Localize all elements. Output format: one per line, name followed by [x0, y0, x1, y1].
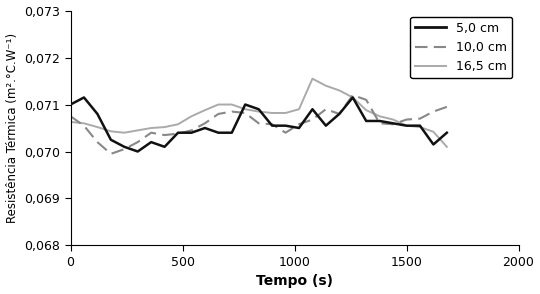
10,0 cm	[269, 123, 275, 126]
16,5 cm	[134, 128, 141, 132]
16,5 cm	[296, 107, 302, 111]
10,0 cm	[309, 118, 316, 121]
5,0 cm	[107, 138, 114, 141]
16,5 cm	[443, 145, 450, 148]
16,5 cm	[175, 123, 181, 126]
10,0 cm	[201, 121, 208, 125]
16,5 cm	[322, 84, 329, 88]
10,0 cm	[215, 112, 221, 116]
10,0 cm	[175, 132, 181, 136]
16,5 cm	[430, 130, 437, 133]
5,0 cm	[403, 124, 410, 127]
16,5 cm	[349, 96, 356, 99]
16,5 cm	[107, 130, 114, 133]
16,5 cm	[403, 124, 410, 127]
10,0 cm	[403, 118, 410, 121]
10,0 cm	[255, 121, 262, 125]
5,0 cm	[148, 140, 154, 144]
10,0 cm	[228, 110, 235, 113]
10,0 cm	[188, 128, 195, 132]
5,0 cm	[309, 107, 316, 111]
16,5 cm	[201, 108, 208, 112]
16,5 cm	[215, 103, 221, 106]
5,0 cm	[228, 131, 235, 134]
5,0 cm	[121, 145, 127, 148]
5,0 cm	[417, 124, 423, 127]
16,5 cm	[161, 125, 168, 129]
16,5 cm	[376, 114, 383, 118]
5,0 cm	[161, 145, 168, 148]
16,5 cm	[255, 110, 262, 113]
10,0 cm	[68, 114, 74, 118]
5,0 cm	[363, 119, 369, 123]
16,5 cm	[68, 120, 74, 124]
16,5 cm	[228, 103, 235, 106]
10,0 cm	[296, 123, 302, 126]
5,0 cm	[94, 112, 100, 116]
Line: 10,0 cm: 10,0 cm	[71, 95, 447, 154]
10,0 cm	[430, 110, 437, 113]
16,5 cm	[148, 126, 154, 130]
10,0 cm	[134, 140, 141, 144]
5,0 cm	[349, 96, 356, 99]
10,0 cm	[94, 140, 100, 144]
10,0 cm	[242, 111, 248, 115]
10,0 cm	[282, 131, 289, 134]
5,0 cm	[68, 103, 74, 106]
5,0 cm	[201, 126, 208, 130]
Legend: 5,0 cm, 10,0 cm, 16,5 cm: 5,0 cm, 10,0 cm, 16,5 cm	[410, 17, 512, 78]
16,5 cm	[336, 89, 342, 92]
16,5 cm	[363, 108, 369, 112]
10,0 cm	[376, 121, 383, 125]
5,0 cm	[376, 119, 383, 123]
16,5 cm	[121, 131, 127, 134]
5,0 cm	[134, 150, 141, 153]
16,5 cm	[390, 118, 396, 121]
10,0 cm	[390, 123, 396, 126]
10,0 cm	[322, 107, 329, 111]
16,5 cm	[188, 114, 195, 118]
10,0 cm	[161, 133, 168, 137]
5,0 cm	[175, 131, 181, 134]
16,5 cm	[269, 111, 275, 115]
Line: 16,5 cm: 16,5 cm	[71, 79, 447, 147]
10,0 cm	[336, 112, 342, 116]
16,5 cm	[242, 107, 248, 111]
5,0 cm	[336, 112, 342, 116]
5,0 cm	[269, 124, 275, 127]
16,5 cm	[417, 125, 423, 129]
10,0 cm	[107, 152, 114, 156]
5,0 cm	[443, 131, 450, 134]
16,5 cm	[80, 121, 87, 125]
10,0 cm	[363, 98, 369, 102]
5,0 cm	[390, 121, 396, 125]
5,0 cm	[296, 126, 302, 130]
5,0 cm	[215, 131, 221, 134]
5,0 cm	[430, 143, 437, 146]
X-axis label: Tempo (s): Tempo (s)	[256, 274, 333, 288]
10,0 cm	[148, 131, 154, 134]
5,0 cm	[188, 131, 195, 134]
10,0 cm	[349, 93, 356, 97]
Line: 5,0 cm: 5,0 cm	[71, 98, 447, 151]
10,0 cm	[443, 105, 450, 109]
16,5 cm	[282, 111, 289, 115]
Y-axis label: Resistência Térmica (m².°C.W⁻¹): Resistência Térmica (m².°C.W⁻¹)	[5, 33, 18, 223]
5,0 cm	[255, 107, 262, 111]
16,5 cm	[94, 125, 100, 129]
5,0 cm	[322, 124, 329, 127]
5,0 cm	[282, 124, 289, 127]
10,0 cm	[417, 117, 423, 120]
10,0 cm	[121, 147, 127, 151]
5,0 cm	[80, 96, 87, 99]
16,5 cm	[309, 77, 316, 81]
5,0 cm	[242, 103, 248, 106]
10,0 cm	[80, 124, 87, 127]
